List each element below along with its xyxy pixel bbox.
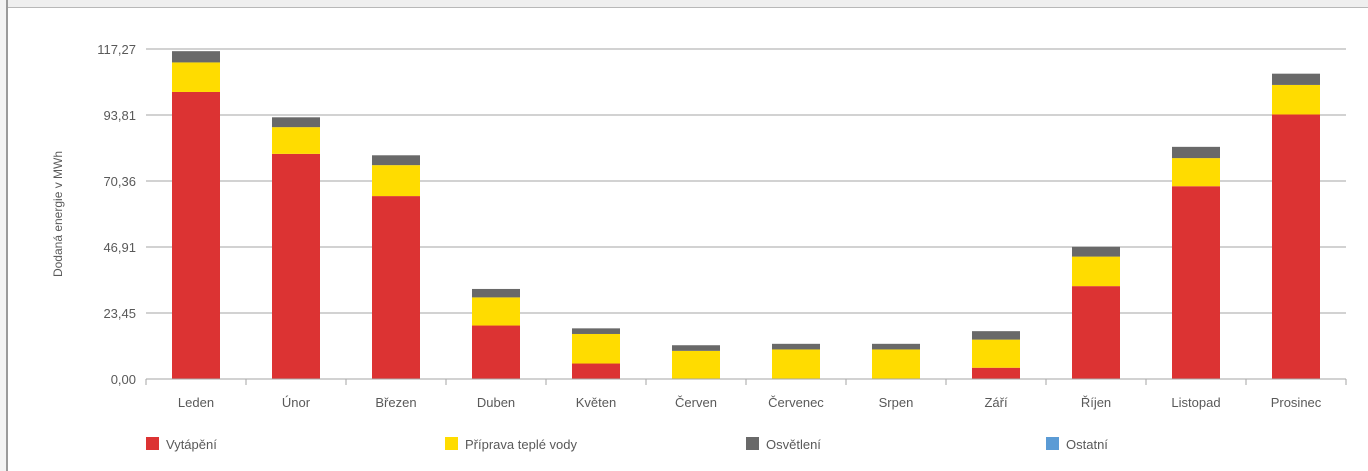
bar-segment <box>372 196 420 379</box>
legend-label: Vytápění <box>166 437 217 452</box>
bar-segment <box>572 333 620 364</box>
bar-segment <box>772 349 820 379</box>
bar-segment <box>272 153 320 379</box>
bar-segment <box>1072 286 1120 379</box>
x-tick-label: Srpen <box>879 395 914 410</box>
bar-segment <box>672 345 720 351</box>
x-tick-label: Duben <box>477 395 515 410</box>
y-tick-label: 46,91 <box>103 240 136 255</box>
x-tick-label: Květen <box>576 395 616 410</box>
legend-label: Ostatní <box>1066 437 1108 452</box>
bar-segment <box>272 117 320 128</box>
x-axis-categories: Leden Únor Březen Duben Květen Červen Červenec… <box>178 395 1322 410</box>
legend-swatch <box>1046 437 1059 450</box>
legend: Vytápění Příprava teplé vody Osvětlení Osta… <box>146 437 1108 452</box>
bar-segment <box>672 350 720 379</box>
bar-segment <box>1272 73 1320 85</box>
x-axis <box>145 378 1347 385</box>
bar-segment <box>572 363 620 379</box>
y-tick-label: 93,81 <box>103 108 136 123</box>
x-tick-label: Prosinec <box>1271 395 1322 410</box>
legend-swatch <box>746 437 759 450</box>
legend-swatch <box>146 437 159 450</box>
bar-segment <box>172 51 220 63</box>
legend-label: Příprava teplé vody <box>465 437 578 452</box>
bar-segment <box>172 62 220 92</box>
panel-top-bar <box>0 0 1368 8</box>
bar-segment <box>972 367 1020 379</box>
x-tick-label: Leden <box>178 395 214 410</box>
x-tick-label: Září <box>984 395 1008 410</box>
gridlines <box>146 48 1346 314</box>
bar-segment <box>1072 246 1120 257</box>
bar-segment <box>872 343 920 350</box>
x-tick-label: Červen <box>675 395 717 410</box>
bar-segment <box>472 288 520 298</box>
bar-segment <box>472 325 520 379</box>
y-tick-label: 70,36 <box>103 174 136 189</box>
bar-segment <box>172 91 220 380</box>
y-axis-label: Dodaná energie v MWh <box>51 151 65 277</box>
x-tick-label: Červenec <box>768 395 824 410</box>
x-tick-label: Březen <box>375 395 416 410</box>
bar-segment <box>372 155 420 166</box>
bar-segment <box>1272 114 1320 379</box>
bar-segment <box>1072 256 1120 287</box>
bar-segment <box>1172 146 1220 159</box>
panel-left-border <box>0 0 8 471</box>
bar-segment <box>1172 186 1220 379</box>
y-tick-label: 117,27 <box>97 42 136 57</box>
y-tick-label: 0,00 <box>111 372 136 387</box>
bar-segment <box>472 297 520 326</box>
x-tick-label: Říjen <box>1081 395 1111 410</box>
bar-segment <box>1172 158 1220 187</box>
x-tick-label: Listopad <box>1171 395 1220 410</box>
bar-segment <box>1272 84 1320 115</box>
bar-segment <box>372 165 420 197</box>
bar-segment <box>572 328 620 334</box>
bar-segment <box>972 331 1020 340</box>
bar-segment <box>872 349 920 379</box>
bar-segment <box>772 343 820 350</box>
y-axis-ticks: 0,00 23,45 46,91 70,36 93,81 117,27 <box>97 42 136 387</box>
legend-label: Osvětlení <box>766 437 821 452</box>
legend-swatch <box>445 437 458 450</box>
bar-segment <box>972 339 1020 368</box>
y-tick-label: 23,45 <box>103 306 136 321</box>
bars <box>172 51 1320 380</box>
bar-segment <box>272 127 320 154</box>
x-tick-label: Únor <box>282 395 311 410</box>
